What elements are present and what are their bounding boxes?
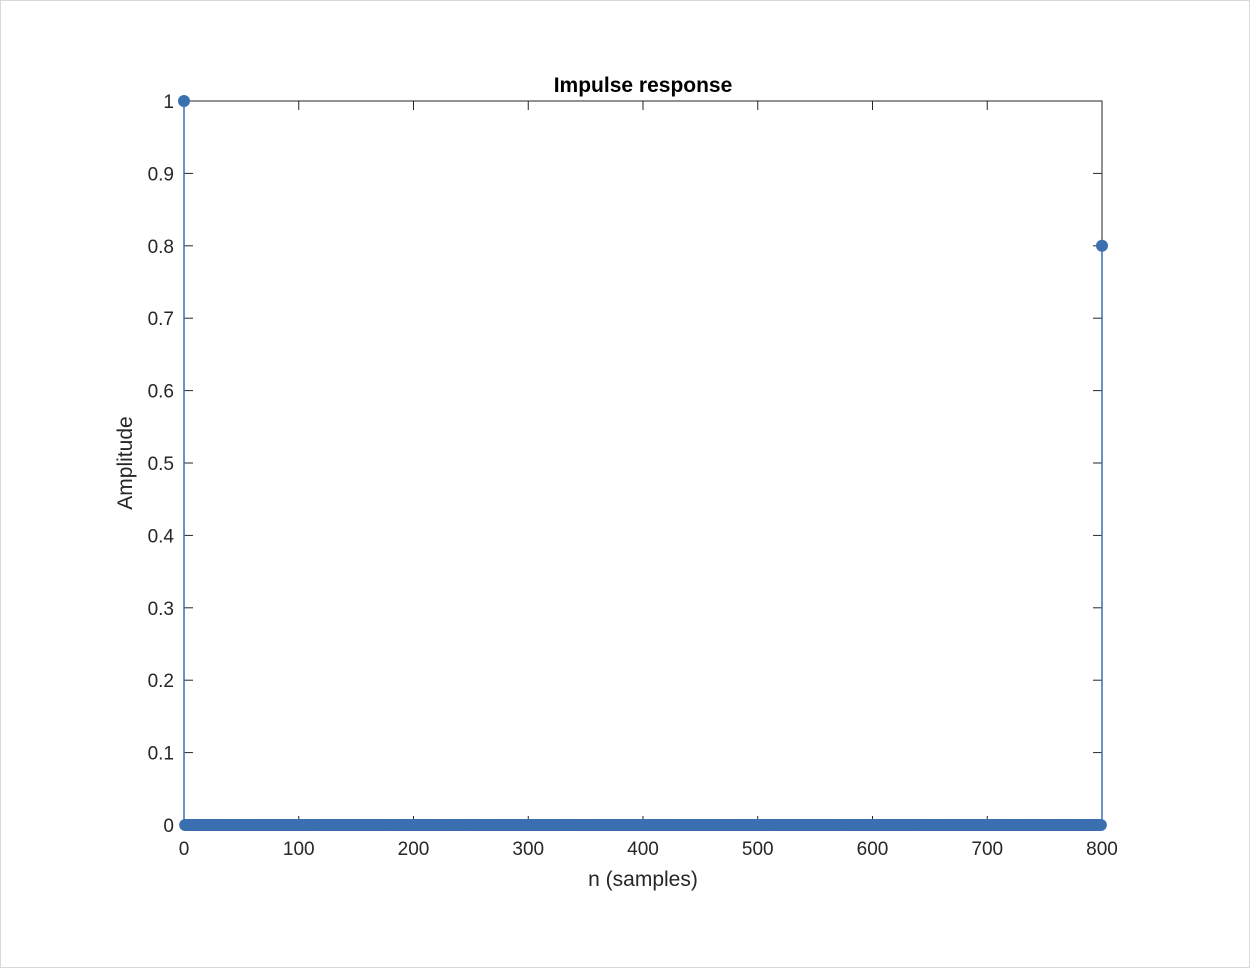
stem-marker: [178, 95, 190, 107]
x-axis-label: n (samples): [588, 868, 698, 891]
x-tick-label: 800: [1086, 839, 1118, 860]
x-tick-label: 400: [627, 839, 659, 860]
stem-lines: [183, 101, 1103, 825]
y-tick-label: 0.9: [148, 164, 174, 185]
y-tick-label: 0.3: [148, 599, 174, 620]
y-tick-label: 1: [163, 92, 174, 113]
y-tick-label: 0.6: [148, 382, 174, 403]
x-tick-label: 700: [971, 839, 1003, 860]
axes-box: [183, 100, 1103, 826]
y-tick-label: 0.1: [148, 744, 174, 765]
y-tick-label: 0.8: [148, 237, 174, 258]
x-tick-label: 300: [512, 839, 544, 860]
x-tick-label: 100: [283, 839, 315, 860]
y-tick-label: 0.7: [148, 309, 174, 330]
y-tick-label: 0.5: [148, 454, 174, 475]
stem-markers: [178, 95, 1108, 831]
stem-marker: [1094, 819, 1107, 831]
stem-marker: [1096, 239, 1108, 252]
y-axis-label: Amplitude: [114, 416, 137, 509]
y-tick-label: 0.2: [148, 671, 174, 692]
x-tick-label: 200: [398, 839, 430, 860]
y-tick-label: 0: [163, 816, 174, 837]
x-tick-label: 0: [179, 839, 190, 860]
chart-title: Impulse response: [554, 74, 733, 97]
x-tick-label: 500: [742, 839, 774, 860]
y-tick-labels: 0 0.1 0.2 0.3 0.4 0.5 0.6 0.7 0.8 0.9 1: [148, 92, 175, 837]
x-tick-label: 600: [857, 839, 889, 860]
x-tick-labels: 0 100 200 300 400 500 600 700 800: [179, 839, 1118, 860]
y-tick-label: 0.4: [148, 526, 175, 547]
